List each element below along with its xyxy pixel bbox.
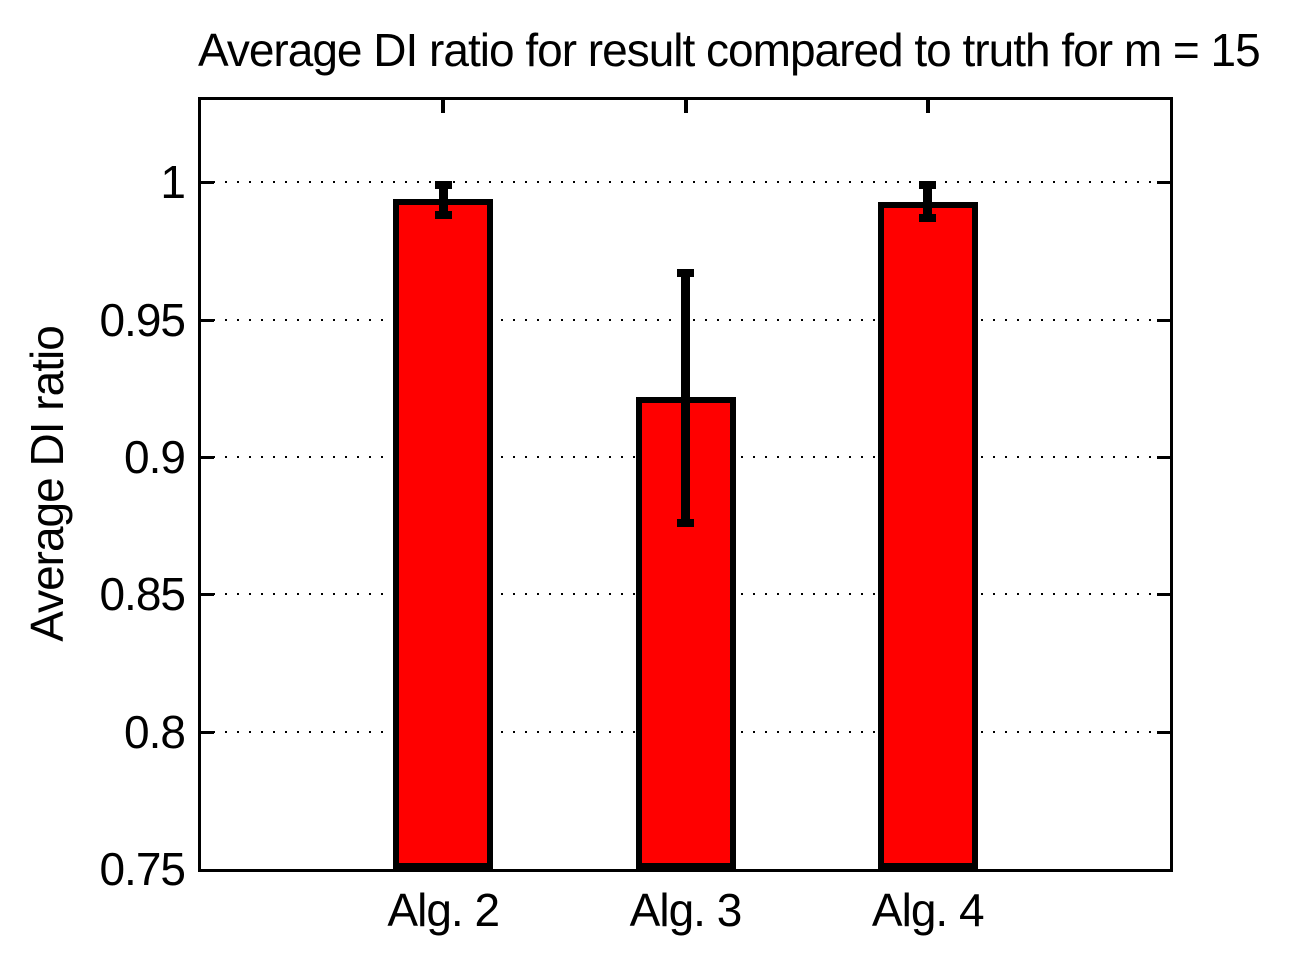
- error-bar: [923, 185, 933, 219]
- y-tick-label: 0.9: [124, 431, 186, 484]
- error-bar-cap: [434, 181, 452, 190]
- bar: [393, 198, 494, 869]
- y-axis-label: Average DI ratio: [21, 326, 73, 642]
- error-bar-cap: [919, 214, 937, 223]
- x-tick: [683, 100, 688, 113]
- x-tick: [441, 100, 446, 113]
- y-tick-label: 0.75: [99, 843, 186, 895]
- error-bar-cap: [919, 181, 937, 190]
- y-tick: [1157, 181, 1170, 185]
- y-tick-label: 0.95: [99, 293, 186, 346]
- plot-area: [198, 97, 1173, 872]
- y-tick: [1157, 593, 1170, 597]
- y-tick: [201, 181, 214, 185]
- x-tick-label: Alg. 3: [629, 884, 743, 936]
- error-bar: [438, 185, 448, 216]
- error-bar-cap: [434, 211, 452, 220]
- x-tick-label: Alg. 4: [871, 884, 985, 936]
- chart-title: Average DI ratio for result compared to …: [198, 24, 1261, 76]
- y-tick: [201, 456, 214, 460]
- bar: [635, 396, 736, 869]
- y-tick: [1157, 456, 1170, 460]
- y-tick: [1157, 318, 1170, 322]
- y-tick: [1157, 730, 1170, 734]
- error-bar-cap: [677, 518, 694, 527]
- y-tick: [201, 730, 214, 734]
- x-tick: [925, 100, 930, 113]
- y-tick: [201, 593, 214, 597]
- y-tick-label: 0.85: [99, 568, 186, 621]
- x-tick-label: Alg. 2: [387, 884, 500, 936]
- error-bar: [681, 273, 690, 523]
- y-tick-label: 0.8: [124, 705, 186, 758]
- y-tick: [201, 318, 214, 322]
- y-tick-label: 1: [160, 156, 186, 209]
- error-bar-cap: [677, 269, 694, 278]
- gridline: [201, 181, 1170, 184]
- bar: [877, 201, 978, 869]
